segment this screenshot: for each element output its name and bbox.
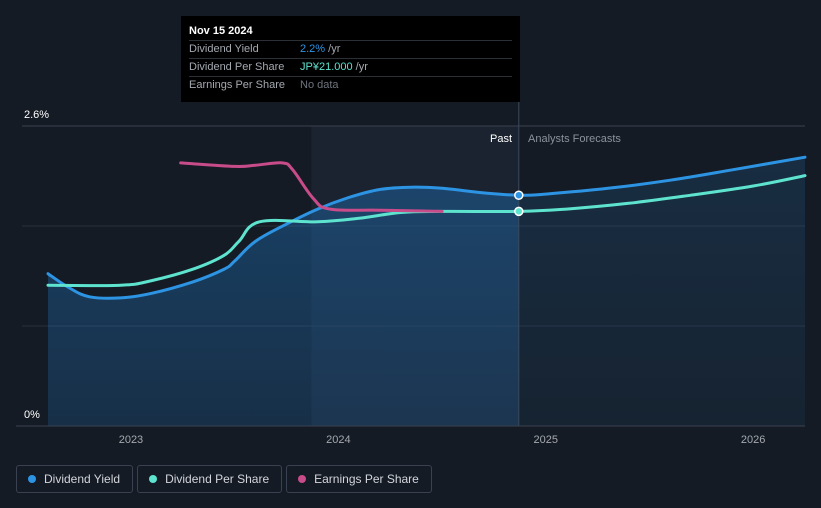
tooltip: Nov 15 2024 Dividend Yield 2.2% /yr Divi… xyxy=(181,16,520,102)
y-tick-label-top: 2.6% xyxy=(24,109,49,121)
legend-item-dividend-yield[interactable]: Dividend Yield xyxy=(16,465,134,493)
legend-label: Dividend Per Share xyxy=(165,472,270,486)
x-tick-label: 2023 xyxy=(119,434,143,446)
legend-label: Dividend Yield xyxy=(44,472,121,486)
past-label: Past xyxy=(490,133,512,145)
dividend-yield-line xyxy=(46,155,807,300)
legend-label: Earnings Per Share xyxy=(314,472,419,486)
tooltip-label: Earnings Per Share xyxy=(189,79,285,91)
legend-item-dividend-per-share[interactable]: Dividend Per Share xyxy=(137,465,283,493)
tooltip-label: Dividend Yield xyxy=(189,43,259,55)
series-marker xyxy=(514,206,524,217)
tooltip-row-earnings-per-share: Earnings Per Share No data xyxy=(189,76,512,94)
tooltip-value: 2.2% /yr xyxy=(300,43,341,55)
x-tick-label: 2024 xyxy=(326,434,350,446)
earnings-per-share-line xyxy=(179,161,444,213)
dividend-yield-area-forecast xyxy=(518,157,805,426)
legend-dot-icon xyxy=(28,475,36,483)
forecast-label: Analysts Forecasts xyxy=(528,133,621,145)
x-tick-label: 2026 xyxy=(741,434,765,446)
tooltip-value: JP¥21.000 /yr xyxy=(300,61,368,73)
tooltip-date: Nov 15 2024 xyxy=(189,25,253,37)
tooltip-row-dividend-yield: Dividend Yield 2.2% /yr xyxy=(189,40,512,58)
series-marker xyxy=(514,190,524,200)
y-tick-label-bottom: 0% xyxy=(24,409,40,421)
dividend-per-share-line xyxy=(46,174,807,288)
legend-item-earnings-per-share[interactable]: Earnings Per Share xyxy=(286,465,432,493)
x-tick-label: 2025 xyxy=(534,434,558,446)
tooltip-label: Dividend Per Share xyxy=(189,61,285,73)
dividend-yield-area-past xyxy=(48,187,519,426)
legend-dot-icon xyxy=(298,475,307,483)
legend: Dividend Yield Dividend Per Share Earnin… xyxy=(16,465,432,493)
legend-dot-icon xyxy=(149,475,158,483)
tooltip-row-dividend-per-share: Dividend Per Share JP¥21.000 /yr xyxy=(189,58,512,76)
tooltip-value: No data xyxy=(300,79,339,91)
